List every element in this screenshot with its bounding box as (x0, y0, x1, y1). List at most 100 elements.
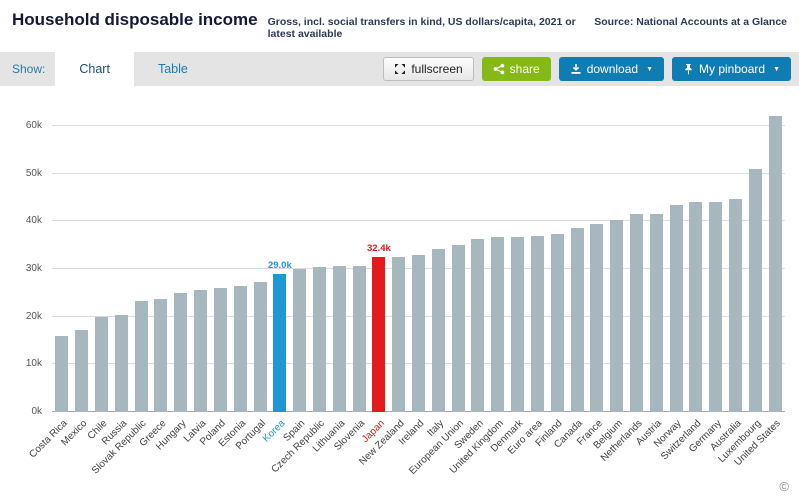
bar-australia[interactable] (729, 199, 743, 412)
bar-slot: Luxembourg (716, 102, 765, 465)
bar-slot: Euro area (506, 102, 548, 457)
bar-finland[interactable] (550, 234, 564, 412)
y-axis: 0k 10k 20k 30k 40k 50k 60k (6, 102, 46, 417)
bar-france[interactable] (590, 223, 604, 412)
bar-slot: Australia (708, 102, 746, 453)
bar-value-label: 32.4k (367, 243, 391, 255)
bar-slot: Norway (652, 102, 686, 450)
bar-slot: Italy (425, 102, 448, 439)
bar-slot: France (575, 102, 607, 448)
bar-slot: Poland (198, 102, 231, 448)
y-axis-tick-label: 60k (25, 119, 42, 131)
bar-hungary[interactable] (174, 293, 188, 412)
bar-poland[interactable] (213, 288, 227, 412)
bar-portugal[interactable] (253, 281, 267, 412)
bar-slot: Finland (534, 102, 567, 449)
bar-slot: Switzerland (659, 102, 706, 462)
bar-canada[interactable] (570, 227, 584, 412)
bar-costa-rica[interactable] (55, 335, 69, 412)
y-axis-tick-label: 20k (25, 310, 42, 322)
page-subtitle: Gross, incl. social transfers in kind, U… (267, 16, 576, 40)
bar-chile[interactable] (95, 316, 109, 412)
chart-region: 0k 10k 20k 30k 40k 50k 60k Costa Rica Mexico Chi… (6, 102, 789, 496)
share-icon (493, 63, 505, 75)
toolbar: Show: Chart Table fullscreen (0, 52, 799, 86)
bar-slot: Chile (85, 102, 112, 442)
tab-table-label: Table (157, 62, 188, 76)
bar-slot: Slovak Republic (90, 102, 151, 476)
bar-slot: Slovenia (332, 102, 369, 453)
bar-lithuania[interactable] (332, 266, 346, 412)
bar-slot: Estonia (217, 102, 250, 449)
tab-table[interactable]: Table (134, 52, 212, 86)
page-title: Household disposable income (12, 10, 258, 29)
download-icon (570, 63, 582, 75)
bar-slot: Denmark (489, 102, 528, 454)
bar-slot: Belgium (591, 102, 627, 451)
bar-germany[interactable] (709, 201, 723, 412)
bar-luxembourg[interactable] (748, 168, 762, 412)
fullscreen-button[interactable]: fullscreen (383, 57, 474, 81)
bar-slot: Lithuania (311, 102, 349, 454)
bar-belgium[interactable] (610, 220, 624, 412)
bar-greece[interactable] (154, 298, 168, 412)
bar-slot: United Kingdom (447, 102, 508, 476)
bar-sweden[interactable] (471, 239, 485, 412)
bar-netherlands[interactable] (629, 214, 643, 412)
bar-korea[interactable] (273, 273, 287, 412)
copyright-mark: © (779, 479, 789, 494)
bars: Costa Rica Mexico Chile Russia Slovak Republ… (27, 102, 785, 477)
download-label: download (586, 62, 639, 76)
bar-united-kingdom[interactable] (491, 237, 505, 412)
share-button[interactable]: share (481, 57, 551, 81)
plot-area: Costa Rica Mexico Chile Russia Slovak Republ… (27, 102, 785, 477)
bar-slot: Ireland (397, 102, 429, 447)
bar-italy[interactable] (431, 248, 445, 412)
bar-austria[interactable] (649, 213, 663, 412)
source-note: Source: National Accounts at a Glance (594, 16, 787, 28)
bar-slot: Czech Republic (270, 102, 330, 475)
gridline (52, 172, 785, 174)
my-pinboard-button[interactable]: My pinboard ▼ (672, 57, 791, 81)
bar-united-states[interactable] (768, 116, 782, 412)
bar-slovak-republic[interactable] (134, 301, 148, 412)
bar-slot: Netherlands (598, 102, 647, 464)
bar-european-union[interactable] (451, 244, 465, 412)
bar-mexico[interactable] (75, 329, 89, 412)
caret-down-icon: ▼ (773, 65, 780, 73)
share-label: share (509, 62, 540, 76)
bar-japan[interactable] (372, 257, 386, 412)
bar-new-zealand[interactable] (392, 256, 406, 412)
bar-slot: United States (733, 102, 785, 468)
bar-slot: Greece (138, 102, 171, 449)
bar-ireland[interactable] (412, 255, 426, 412)
download-button[interactable]: download ▼ (558, 57, 665, 81)
bar-estonia[interactable] (233, 286, 247, 412)
y-axis-tick-label: 50k (25, 167, 42, 179)
gridline (52, 124, 785, 126)
bar-slot: 32.4k Japan (360, 102, 391, 445)
gridline (52, 220, 785, 222)
bar-switzerland[interactable] (689, 202, 703, 412)
y-axis-tick-label: 10k (25, 358, 42, 370)
bar-russia[interactable] (114, 315, 128, 412)
bar-euro-area[interactable] (530, 235, 544, 412)
bar-denmark[interactable] (511, 236, 525, 412)
bar-slot: Spain (282, 102, 310, 444)
bar-slot: Hungary (154, 102, 191, 453)
bar-spain[interactable] (293, 268, 307, 412)
bar-slovenia[interactable] (352, 265, 366, 412)
bar-slot: Costa Rica (27, 102, 72, 460)
bar-norway[interactable] (669, 204, 683, 412)
tab-chart[interactable]: Chart (55, 52, 134, 86)
bar-slot: Canada (552, 102, 587, 451)
caret-down-icon: ▼ (646, 65, 654, 73)
tab-chart-label: Chart (79, 62, 110, 76)
bar-czech-republic[interactable] (312, 266, 326, 412)
y-axis-tick-label: 40k (25, 215, 42, 227)
my-pinboard-label: My pinboard (699, 62, 766, 76)
bar-latvia[interactable] (194, 290, 208, 412)
show-label: Show: (12, 62, 46, 76)
fullscreen-label: fullscreen (411, 62, 463, 76)
